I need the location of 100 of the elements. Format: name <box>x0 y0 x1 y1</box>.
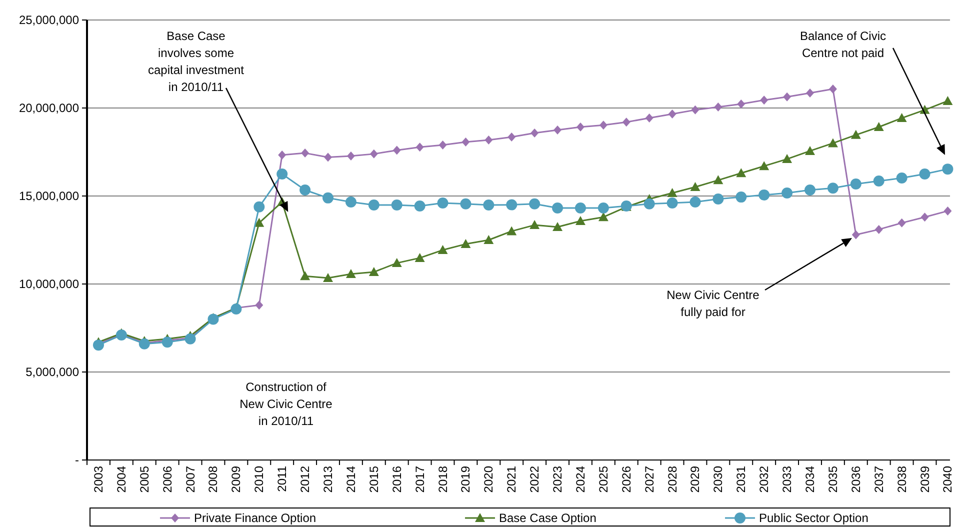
x-tick-label: 2021 <box>504 466 519 493</box>
point <box>276 168 288 180</box>
point <box>782 188 793 199</box>
point <box>782 154 792 164</box>
y-tick-label: 5,000,000 <box>26 365 80 380</box>
x-tick-label: 2031 <box>734 466 748 493</box>
point <box>484 235 494 244</box>
point <box>208 314 219 325</box>
x-tick-label: 2016 <box>390 466 404 493</box>
point <box>552 222 563 231</box>
point <box>162 336 173 348</box>
point <box>850 178 862 190</box>
point <box>391 199 402 210</box>
point <box>827 182 838 194</box>
x-tick-label: 2025 <box>596 466 610 493</box>
point <box>760 96 768 105</box>
point <box>599 120 608 130</box>
x-tick-label: 2027 <box>642 466 656 493</box>
point <box>508 132 516 142</box>
x-tick-label: 2033 <box>780 466 794 493</box>
point <box>942 164 954 175</box>
point <box>368 267 379 276</box>
point <box>920 212 929 222</box>
x-tick-label: 2004 <box>114 466 128 493</box>
x-tick-label: 2005 <box>137 466 152 493</box>
point <box>506 199 518 210</box>
point <box>254 218 264 227</box>
point <box>645 114 654 123</box>
legend-label: Base Case Option <box>499 511 596 526</box>
x-tick-label: 2003 <box>91 466 106 493</box>
y-tick-label: 25,000,000 <box>18 13 80 28</box>
point <box>438 140 447 150</box>
point <box>484 136 493 145</box>
point <box>460 239 471 248</box>
point <box>598 202 609 214</box>
point <box>666 198 678 209</box>
x-tick-label: 2026 <box>619 466 634 493</box>
point <box>506 226 517 236</box>
point <box>712 193 724 204</box>
x-tick-label: 2010 <box>252 466 266 493</box>
point <box>667 188 678 198</box>
annotation: New Civic Centre fully paid for <box>666 288 760 319</box>
point <box>416 142 424 152</box>
point <box>944 206 952 216</box>
x-tick-label: 2019 <box>458 466 473 493</box>
point <box>874 122 884 132</box>
x-tick-label: 2009 <box>229 466 244 493</box>
x-tick-label: 2040 <box>940 466 955 493</box>
point <box>483 199 494 210</box>
point <box>254 201 265 212</box>
x-tick-label: 2022 <box>528 466 542 493</box>
point <box>804 146 815 155</box>
x-tick-label: 2006 <box>160 466 174 493</box>
x-tick-label: 2037 <box>872 466 886 493</box>
point <box>255 300 264 310</box>
x-tick-label: 2013 <box>320 466 335 493</box>
x-tick-label: 2008 <box>206 466 220 493</box>
point <box>852 230 860 240</box>
x-tick-label: 2028 <box>665 466 680 493</box>
y-tick-label: 15,000,000 <box>18 189 80 204</box>
point <box>576 122 584 132</box>
point <box>783 92 792 102</box>
x-tick-label: 2017 <box>412 466 427 493</box>
point <box>437 198 448 209</box>
x-tick-label: 2018 <box>436 466 450 493</box>
point <box>828 138 838 148</box>
point <box>804 184 816 196</box>
x-tick-label: 2023 <box>550 466 565 493</box>
point <box>713 175 724 184</box>
annotation: Base Case involves some capital investment in 2010/11 <box>148 29 245 94</box>
point <box>392 146 401 155</box>
point <box>942 96 953 105</box>
x-tick-label: 2011 <box>275 466 290 492</box>
point <box>850 130 861 139</box>
x-tick-label: 2012 <box>298 466 312 493</box>
x-tick-label: 2038 <box>894 466 909 493</box>
point <box>530 220 540 230</box>
y-tick-label: 20,000,000 <box>18 101 80 116</box>
x-tick-label: 2034 <box>802 466 817 493</box>
point <box>414 200 426 212</box>
x-tick-label: 2029 <box>688 466 702 493</box>
point <box>322 273 333 282</box>
x-tick-label: 2030 <box>711 466 726 493</box>
point <box>758 189 770 200</box>
legend-label: Private Finance Option <box>194 511 316 526</box>
x-tick-label: 2020 <box>482 466 496 493</box>
point <box>575 216 586 225</box>
point <box>438 245 448 254</box>
legend-label: Public Sector Option <box>759 511 868 526</box>
point <box>368 199 380 210</box>
point <box>668 109 676 118</box>
point <box>919 168 930 180</box>
x-tick-label: 2014 <box>344 466 358 493</box>
x-tick-label: 2024 <box>573 466 588 493</box>
point <box>552 202 564 214</box>
point <box>92 340 104 351</box>
point <box>460 198 472 210</box>
point <box>896 113 907 122</box>
point <box>322 192 334 204</box>
point <box>414 252 425 262</box>
